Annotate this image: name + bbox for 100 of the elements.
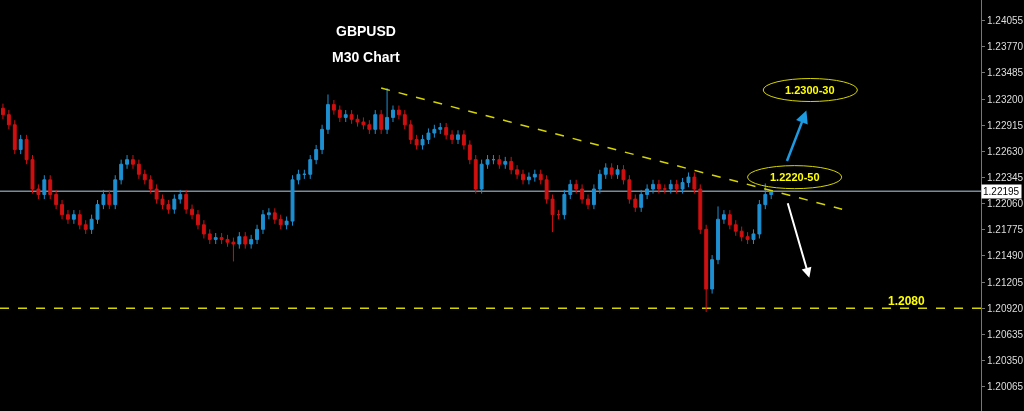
candlestick <box>48 174 53 200</box>
candlestick <box>562 189 567 220</box>
candlestick <box>716 205 720 265</box>
y-tick-label: 1.21205 <box>987 276 1024 288</box>
candlestick <box>178 189 183 205</box>
candlestick <box>396 105 401 120</box>
candlestick <box>461 129 466 151</box>
candlestick <box>586 193 590 210</box>
candlestick <box>131 154 135 170</box>
candlestick <box>568 179 573 200</box>
y-tick-label: 1.22345 <box>987 172 1024 184</box>
candlestick <box>414 134 419 151</box>
y-tick-label: 1.20350 <box>987 355 1024 367</box>
annotation: 1.2080 <box>888 294 926 308</box>
candlestick <box>651 179 655 195</box>
y-tick-label: 1.22915 <box>987 119 1024 131</box>
candlestick <box>18 134 23 155</box>
candlestick <box>42 174 47 200</box>
candlestick <box>467 139 472 165</box>
candlestick <box>237 231 242 250</box>
annotation: 1.2300-30 <box>785 84 835 96</box>
candlestick <box>438 122 443 135</box>
y-tick-label: 1.22060 <box>987 198 1024 210</box>
y-tick-label: 1.23200 <box>987 93 1024 105</box>
candlestick <box>402 109 407 130</box>
candlestick <box>692 171 697 195</box>
candlestick <box>213 232 218 245</box>
text: M30 Chart <box>332 49 401 65</box>
text: GBPUSD <box>336 23 396 39</box>
candlestick <box>249 234 254 250</box>
candlestick <box>515 164 520 180</box>
candlestick <box>580 183 585 205</box>
candlestick <box>77 209 82 230</box>
candlestick <box>668 179 673 195</box>
candlestick <box>591 183 596 210</box>
candlestick <box>456 129 460 145</box>
candlestick <box>450 129 455 145</box>
candlestick <box>698 183 703 235</box>
ref-line-label: 1.22195 <box>983 186 1020 197</box>
candlestick <box>645 183 650 200</box>
candlestick <box>603 162 608 180</box>
candlestick <box>255 224 260 245</box>
y-tick-label: 1.22630 <box>987 145 1024 157</box>
candlestick <box>408 119 413 145</box>
y-tick-label: 1.23770 <box>987 41 1024 53</box>
candlestick <box>639 189 644 213</box>
candlestick <box>266 207 271 220</box>
candlestick <box>444 122 449 140</box>
candlestick <box>66 209 70 225</box>
candlestick <box>538 169 543 185</box>
candlestick <box>54 189 59 210</box>
candlestick <box>597 169 602 195</box>
candlestick <box>526 171 531 185</box>
y-tick-label: 1.23485 <box>987 67 1024 79</box>
candlestick <box>710 254 715 295</box>
candlestick <box>148 174 153 195</box>
candlestick <box>278 214 283 230</box>
y-tick-label: 1.24055 <box>987 15 1024 27</box>
y-tick-label: 1.21490 <box>987 250 1024 262</box>
candlestick <box>521 169 525 185</box>
candlestick <box>201 219 206 240</box>
y-tick-label: 1.20920 <box>987 302 1024 314</box>
candlestick <box>320 124 325 155</box>
candlestick <box>243 231 248 250</box>
candlestick <box>172 193 177 215</box>
candlestick <box>119 159 124 185</box>
candlestick <box>391 105 395 123</box>
candlestick <box>656 179 661 195</box>
candlestick <box>343 109 348 123</box>
candlestick <box>1 103 5 120</box>
candlestick <box>532 169 537 183</box>
candlestick <box>337 105 342 123</box>
y-tick-label: 1.20065 <box>987 381 1024 393</box>
candlestick <box>12 119 17 155</box>
candlestick <box>497 154 502 170</box>
candlestick <box>261 209 265 235</box>
candlestick <box>769 189 774 200</box>
candlestick <box>326 93 330 135</box>
candlestick <box>107 189 112 210</box>
candlestick <box>196 209 200 230</box>
candlestick <box>609 162 614 180</box>
candlestick <box>142 169 147 185</box>
candlestick <box>379 109 384 135</box>
candlestick <box>721 209 726 225</box>
candlestick <box>60 199 64 220</box>
candlestick <box>125 154 130 170</box>
candlestick <box>473 154 478 195</box>
candlestick <box>385 87 390 135</box>
candlestick <box>509 156 514 175</box>
y-tick-label: 1.20635 <box>987 328 1024 340</box>
candlestick <box>733 219 738 237</box>
candlestick <box>184 189 189 215</box>
candlestick <box>207 228 212 245</box>
candlestick <box>574 179 579 195</box>
candlestick <box>6 109 11 130</box>
candlestick <box>331 99 336 116</box>
candlestick <box>674 179 679 195</box>
y-tick-label: 1.21775 <box>987 224 1024 236</box>
candlestick <box>615 164 620 180</box>
annotation: 1.2220-50 <box>770 171 820 183</box>
